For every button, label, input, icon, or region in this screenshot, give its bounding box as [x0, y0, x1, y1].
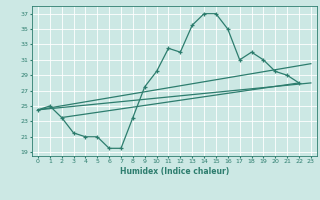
X-axis label: Humidex (Indice chaleur): Humidex (Indice chaleur)	[120, 167, 229, 176]
